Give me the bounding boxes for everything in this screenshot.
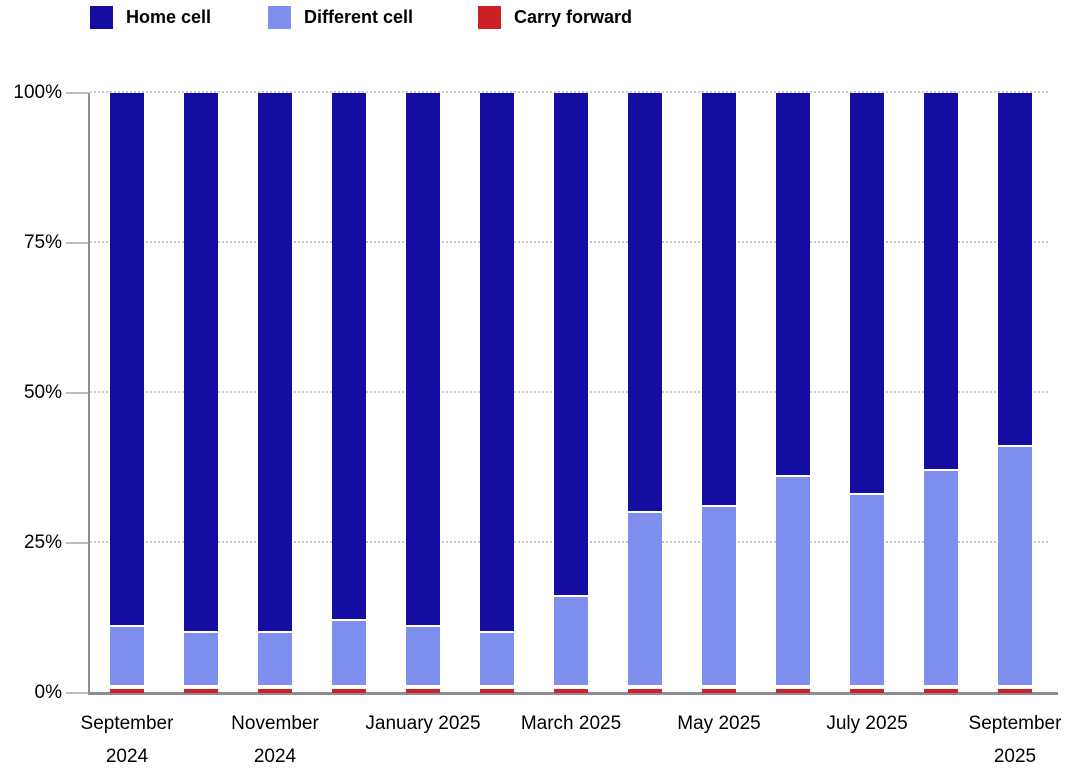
bar-segment-different-cell <box>406 627 440 687</box>
y-axis-label: 0% <box>34 682 62 703</box>
bar-segment-carry-forward <box>184 687 218 693</box>
x-axis-label: May 2025 <box>677 713 761 734</box>
y-axis-tick <box>66 392 89 394</box>
y-axis-tick <box>66 542 89 544</box>
bar-segment-carry-forward <box>554 687 588 693</box>
bar-segment-home-cell <box>554 93 588 597</box>
bar-segment-home-cell <box>480 93 514 633</box>
y-axis-tick <box>66 92 89 94</box>
legend-swatch-carry-forward <box>478 6 501 29</box>
bar-segment-different-cell <box>702 507 736 687</box>
x-axis-label: January 2025 <box>365 713 481 734</box>
y-axis-label: 50% <box>23 382 62 403</box>
bar-segment-different-cell <box>258 633 292 687</box>
bar-segment-home-cell <box>776 93 810 477</box>
legend-label-different-cell: Different cell <box>304 7 414 27</box>
y-axis-line <box>88 93 90 693</box>
bar-segment-carry-forward <box>258 687 292 693</box>
legend-label-carry-forward: Carry forward <box>514 7 633 27</box>
bar-segment-carry-forward <box>924 687 958 693</box>
legend-item-carry-forward: Carry forward <box>478 6 632 29</box>
bar-segment-carry-forward <box>850 687 884 693</box>
bar-segment-different-cell <box>110 627 144 687</box>
bar-segment-different-cell <box>628 513 662 687</box>
legend-item-different-cell: Different cell <box>268 6 413 29</box>
bar-segment-different-cell <box>776 477 810 687</box>
bar-segment-carry-forward <box>702 687 736 693</box>
y-axis-label: 100% <box>13 82 62 103</box>
bar-segment-home-cell <box>406 93 440 627</box>
x-axis-label: July 2025 <box>826 713 908 734</box>
y-axis-tick <box>66 242 89 244</box>
bar-segment-carry-forward <box>332 687 366 693</box>
x-axis-line <box>88 692 1058 695</box>
bar-segment-home-cell <box>924 93 958 471</box>
bar-segment-different-cell <box>332 621 366 687</box>
gridline-100 <box>90 91 1048 93</box>
y-axis-tick <box>66 692 89 694</box>
legend-label-home-cell: Home cell <box>126 7 212 27</box>
bar-segment-carry-forward <box>776 687 810 693</box>
y-axis-label: 25% <box>23 532 62 553</box>
y-axis-label: 75% <box>23 232 62 253</box>
legend-swatch-different-cell <box>268 6 291 29</box>
bar-segment-home-cell <box>110 93 144 627</box>
bar-segment-home-cell <box>332 93 366 621</box>
bar-segment-different-cell <box>184 633 218 687</box>
x-axis-label: November 2024 <box>231 713 319 767</box>
bar-segment-different-cell <box>924 471 958 687</box>
bar-segment-different-cell <box>998 447 1032 687</box>
x-axis-label: March 2025 <box>520 713 622 734</box>
bar-segment-home-cell <box>628 93 662 513</box>
bar-segment-home-cell <box>998 93 1032 447</box>
legend-item-home-cell: Home cell <box>90 6 211 29</box>
bar-segment-different-cell <box>850 495 884 687</box>
bar-segment-home-cell <box>702 93 736 507</box>
bar-segment-home-cell <box>850 93 884 495</box>
bar-segment-home-cell <box>258 93 292 633</box>
x-axis-label: September 2024 <box>80 713 174 767</box>
bar-segment-carry-forward <box>998 687 1032 693</box>
bar-segment-carry-forward <box>628 687 662 693</box>
x-axis-label: September 2025 <box>968 713 1062 767</box>
bar-segment-different-cell <box>480 633 514 687</box>
bar-segment-carry-forward <box>110 687 144 693</box>
legend-swatch-home-cell <box>90 6 113 29</box>
bar-segment-different-cell <box>554 597 588 687</box>
bar-segment-carry-forward <box>480 687 514 693</box>
bar-segment-home-cell <box>184 93 218 633</box>
bar-segment-carry-forward <box>406 687 440 693</box>
